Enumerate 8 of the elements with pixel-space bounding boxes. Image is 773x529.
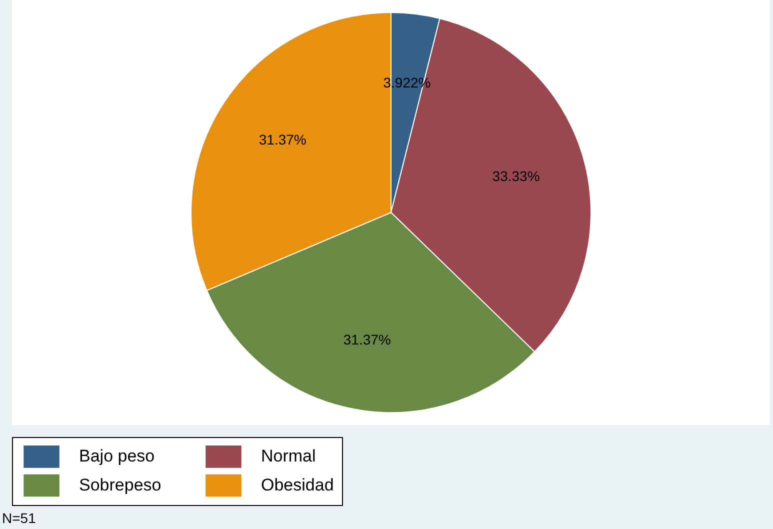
legend-label: Bajo peso — [79, 446, 155, 466]
legend-label: Normal — [261, 446, 316, 466]
data-label: 31.37% — [258, 132, 306, 148]
data-label: 31.37% — [343, 331, 391, 348]
text: N=51 — [2, 510, 36, 526]
legend-label: Obesidad — [261, 476, 334, 494]
data-label: 33.33% — [492, 168, 540, 184]
legend-label: Sobrepeso — [79, 476, 162, 494]
